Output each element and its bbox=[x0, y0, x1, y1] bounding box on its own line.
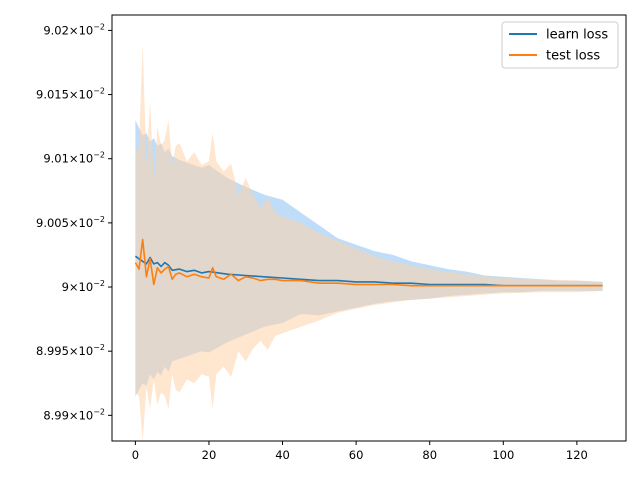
y-tick-label: 9.005×10−2 bbox=[36, 215, 105, 230]
y-tick-label: 9.015×10−2 bbox=[36, 87, 105, 102]
y-tick-label: 9.02×10−2 bbox=[43, 22, 105, 37]
y-tick-label: 8.995×10−2 bbox=[36, 343, 105, 358]
x-tick-label: 60 bbox=[349, 448, 364, 462]
legend-label: learn loss bbox=[546, 28, 608, 43]
band-test-loss bbox=[135, 43, 603, 441]
x-tick-label: 120 bbox=[566, 448, 588, 462]
line-learn-loss bbox=[134, 255, 603, 287]
legend: learn loss test loss bbox=[501, 21, 619, 69]
y-tick-label: 9.01×10−2 bbox=[43, 151, 105, 166]
series-lines bbox=[134, 238, 603, 287]
plot-frame bbox=[111, 14, 627, 442]
x-tick-label: 20 bbox=[202, 448, 217, 462]
x-axis: 0 20 40 60 80 100 120 bbox=[132, 441, 588, 462]
x-tick-label: 100 bbox=[492, 448, 514, 462]
confidence-bands bbox=[135, 43, 603, 441]
legend-label: test loss bbox=[546, 49, 600, 64]
x-tick-label: 0 bbox=[132, 448, 139, 462]
y-axis: 8.99×10−2 8.995×10−2 9×10−2 9.005×10−2 9.01×… bbox=[36, 22, 112, 422]
x-tick-label: 40 bbox=[275, 448, 290, 462]
y-tick-label: 8.99×10−2 bbox=[43, 407, 105, 422]
x-tick-label: 80 bbox=[422, 448, 437, 462]
line-test-loss bbox=[134, 238, 603, 287]
y-tick-label: 9×10−2 bbox=[62, 279, 105, 294]
